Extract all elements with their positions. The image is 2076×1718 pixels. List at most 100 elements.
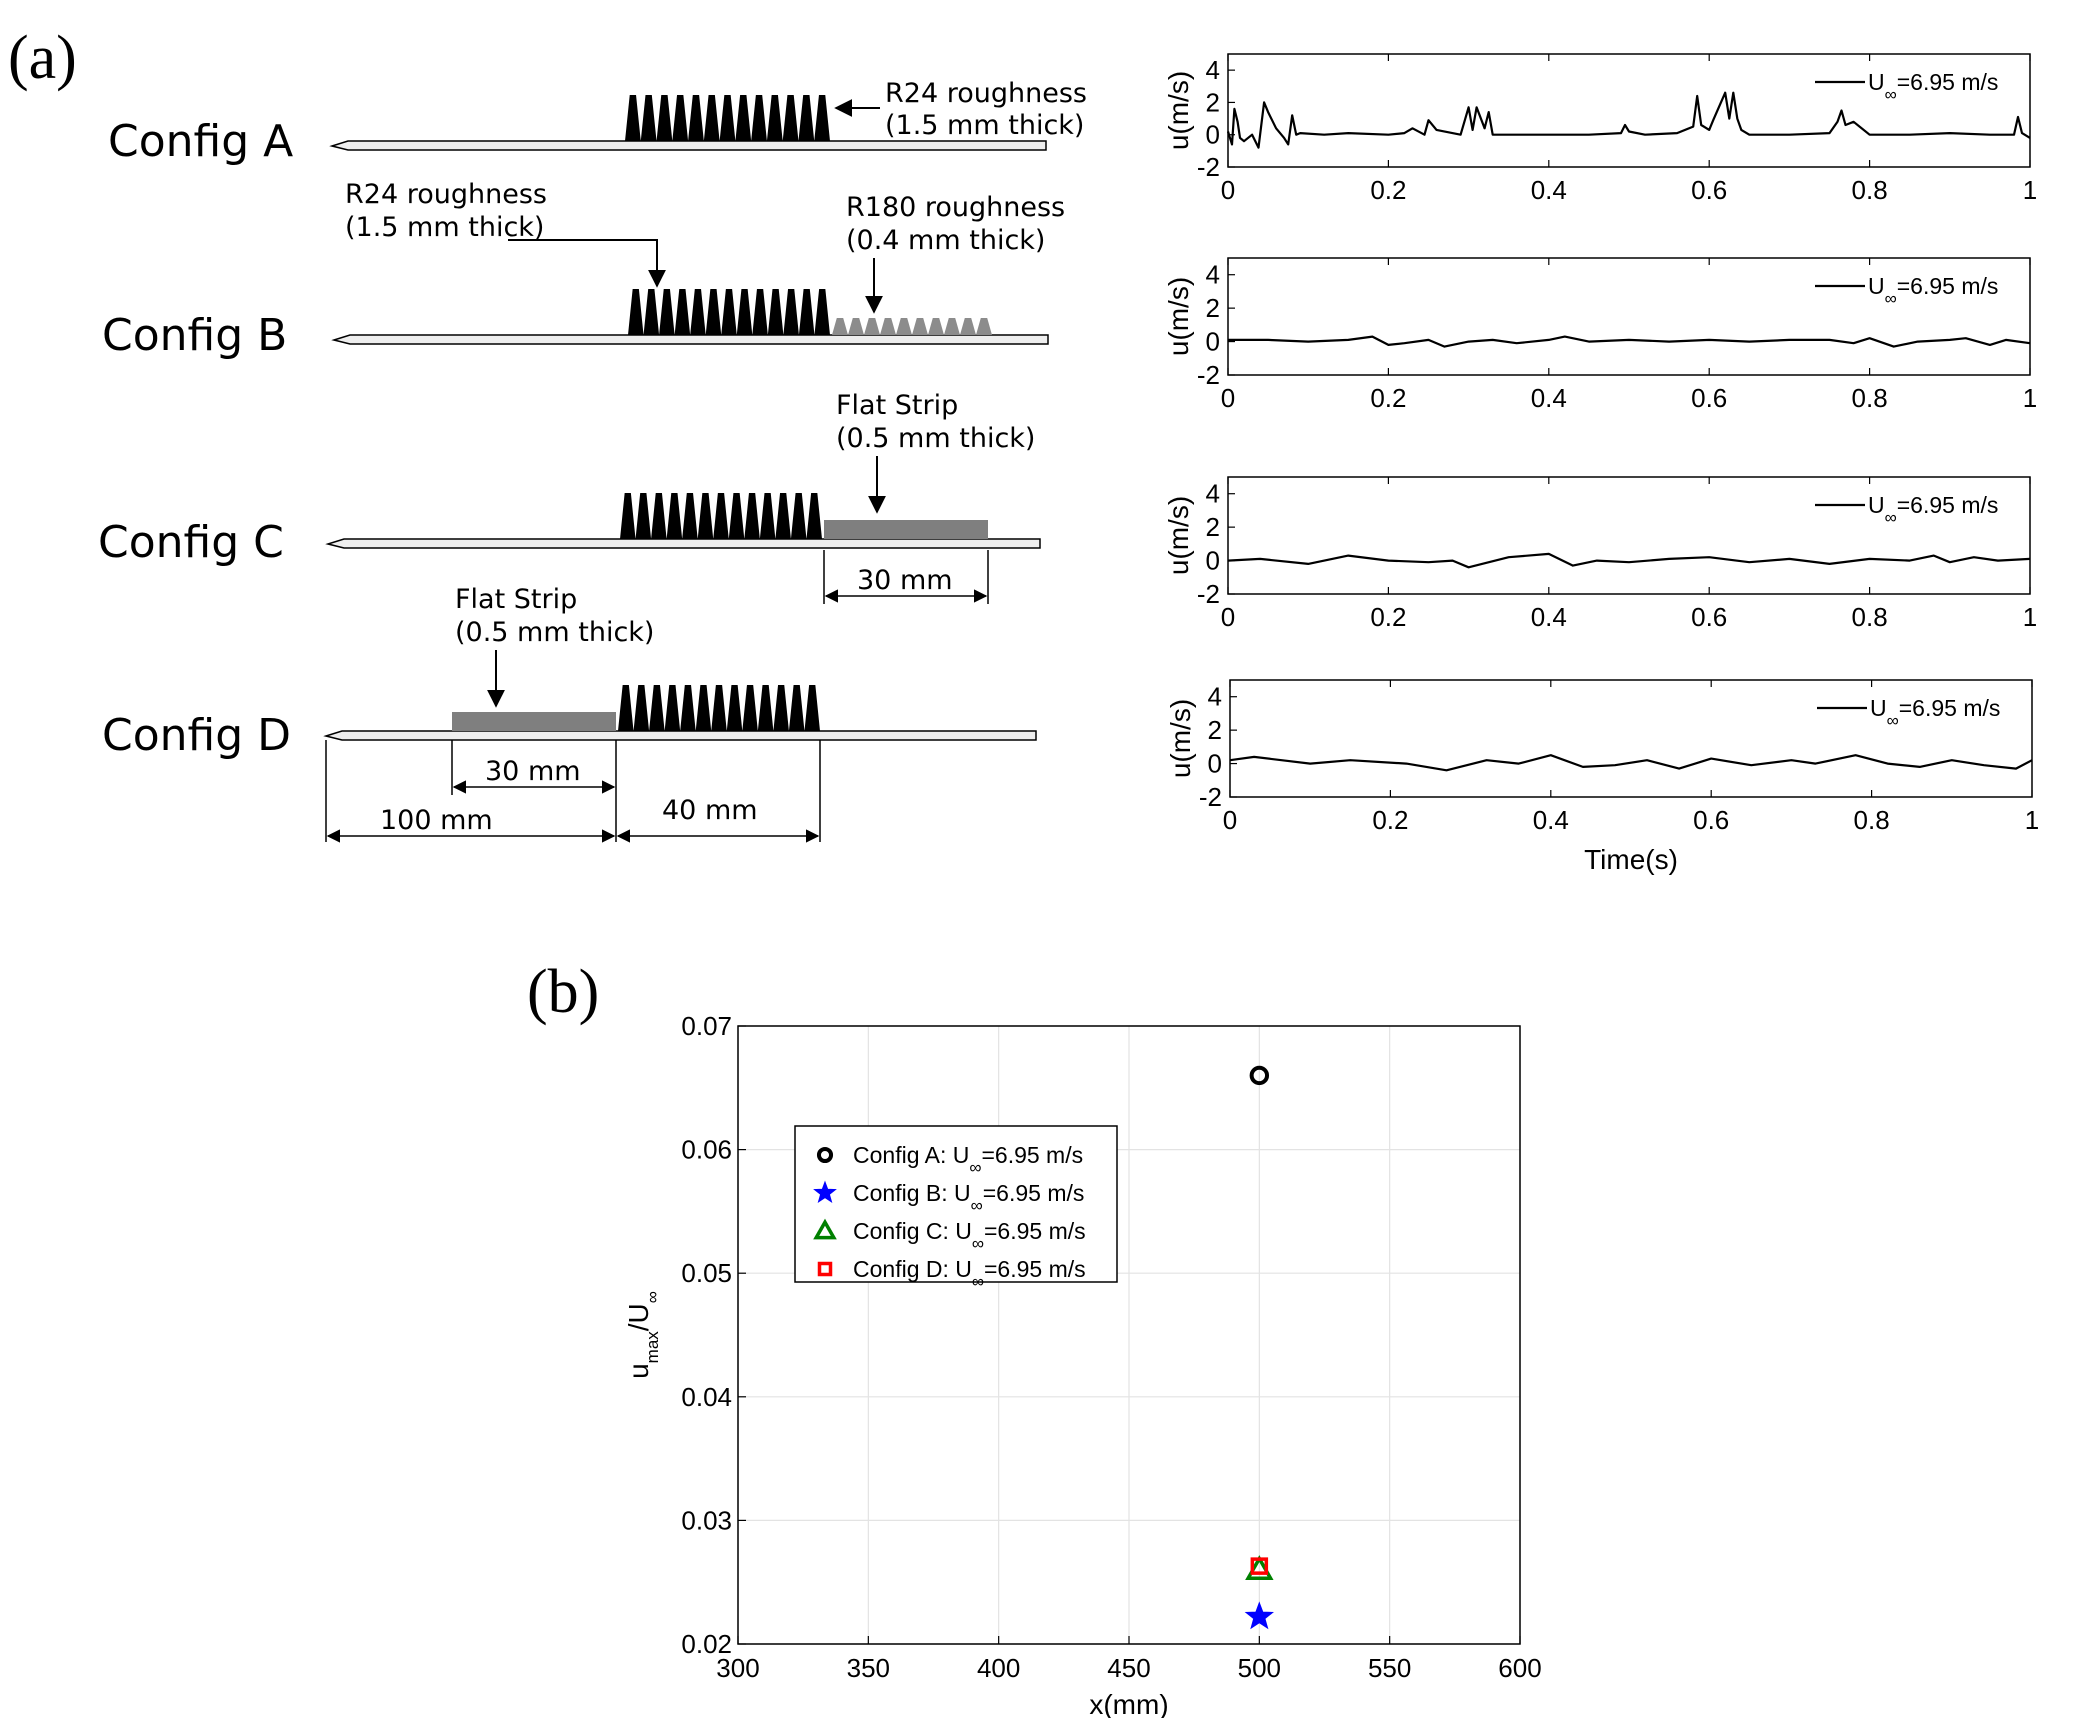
- config-b-annotation1-line1: R24 roughness: [345, 179, 547, 210]
- y-tick-label: 4: [1206, 55, 1220, 85]
- y-tick-label: -2: [1197, 579, 1220, 609]
- roughness-teeth: [620, 493, 822, 539]
- x-tick-label: 0.4: [1531, 602, 1567, 632]
- series-line: [1227, 552, 2031, 569]
- config-c-annotation-line1: Flat Strip: [836, 390, 958, 421]
- series-line: [1226, 91, 2031, 149]
- legend-label: U∞=6.95 m/s: [1868, 492, 1998, 527]
- x-tick-label: 0.2: [1370, 602, 1406, 632]
- config-b-arrow1: [508, 239, 666, 288]
- roughness-teeth: [618, 685, 820, 731]
- panel-b-label: (b): [527, 958, 599, 1026]
- y-axis-label: u(m/s): [1163, 71, 1194, 150]
- x-tick-label: 0.8: [1852, 383, 1888, 413]
- config-d-r24-roughness: [618, 685, 820, 731]
- config-d-annotation-line1: Flat Strip: [455, 584, 577, 615]
- config-c-label: Config C: [98, 517, 284, 568]
- config-b-annotation2-line2: (0.4 mm thick): [846, 225, 1045, 256]
- legend-entry: Config C: U∞=6.95 m/s: [853, 1218, 1086, 1253]
- y-tick-label: 4: [1208, 682, 1222, 712]
- x-tick-label: 0.4: [1531, 383, 1567, 413]
- y-tick-label: 2: [1208, 715, 1222, 745]
- x-tick-label: 0.2: [1370, 383, 1406, 413]
- legend-marker: [816, 1146, 834, 1164]
- y-tick-label: -2: [1197, 152, 1220, 182]
- y-tick-label: 0.07: [681, 1011, 732, 1041]
- y-axis-label: u(m/s): [1163, 496, 1194, 575]
- config-b-r24-roughness: [628, 289, 830, 335]
- legend-entry: Config B: U∞=6.95 m/s: [853, 1180, 1084, 1215]
- y-tick-label: -2: [1199, 782, 1222, 812]
- x-tick-label: 0.4: [1533, 805, 1569, 835]
- y-tick-label: 0: [1206, 546, 1220, 576]
- config-d-dim-lead-label: 100 mm: [380, 805, 493, 836]
- y-tick-label: 0: [1208, 749, 1222, 779]
- legend-marker: [817, 1261, 833, 1277]
- config-b-label: Config B: [102, 310, 287, 361]
- legend-marker: [813, 1180, 837, 1204]
- x-tick-label: 400: [977, 1653, 1020, 1683]
- config-b-plate: [331, 334, 1049, 345]
- x-tick-label: 500: [1238, 1653, 1281, 1683]
- series-line: [1228, 335, 2031, 348]
- series-line: [1229, 754, 2033, 772]
- y-tick-label: 2: [1206, 512, 1220, 542]
- x-tick-label: 1: [2023, 602, 2037, 632]
- config-a-label: Config A: [108, 116, 293, 167]
- config-a-annotation-line1: R24 roughness: [885, 78, 1087, 109]
- config-c-dim-label: 30 mm: [857, 565, 953, 596]
- schematic-config-c: Config C Flat Strip (0.5 mm thick) 30 mm: [98, 390, 1041, 604]
- timeseries-config-d: 0 0.2 0.4 0.6 0.8 1 -20 24 u(m/s) Time(s) U∞=6.95 …: [1165, 679, 2039, 875]
- config-d-label: Config D: [102, 710, 291, 761]
- y-tick-label: 0.04: [681, 1382, 732, 1412]
- x-tick-label: 0: [1221, 383, 1235, 413]
- x-tick-label: 0: [1223, 805, 1237, 835]
- x-tick-label: 600: [1498, 1653, 1541, 1683]
- y-tick-label: 2: [1206, 87, 1220, 117]
- y-tick-label: 0.06: [681, 1135, 732, 1165]
- y-tick-label: 4: [1206, 260, 1220, 290]
- config-d-plate: [323, 730, 1037, 741]
- y-axis-label: u(m/s): [1165, 699, 1196, 778]
- x-tick-label: 0.8: [1852, 175, 1888, 205]
- x-tick-label: 1: [2023, 175, 2037, 205]
- config-a-annotation-line2: (1.5 mm thick): [885, 110, 1084, 141]
- roughness-teeth: [832, 318, 992, 335]
- config-d-dim-rough-label: 40 mm: [662, 795, 758, 826]
- x-axis-label: Time(s): [1584, 844, 1678, 875]
- y-axis-label: umax/U∞: [623, 1291, 662, 1379]
- schematic-config-b: Config B R24 roughness (1.5 mm thick) R1…: [102, 179, 1065, 361]
- x-tick-label: 0.6: [1691, 383, 1727, 413]
- config-c-r24-roughness: [620, 493, 822, 539]
- x-tick-label: 0: [1221, 602, 1235, 632]
- legend-label: U∞=6.95 m/s: [1870, 695, 2000, 730]
- config-d-flat-strip: [452, 712, 616, 731]
- x-tick-label: 0.8: [1852, 602, 1888, 632]
- x-tick-label: 0.2: [1372, 805, 1408, 835]
- schematic-config-d: Config D Flat Strip (0.5 mm thick) 30 mm…: [102, 584, 1037, 843]
- x-tick-label: 0.6: [1691, 602, 1727, 632]
- marker-config-d: [1250, 1557, 1269, 1575]
- x-tick-label: 0.2: [1370, 175, 1406, 205]
- legend-box: [794, 1125, 1118, 1283]
- legend-label: U∞=6.95 m/s: [1868, 69, 1998, 104]
- y-tick-label: 0.03: [681, 1505, 732, 1535]
- y-tick-label: 2: [1206, 293, 1220, 323]
- x-tick-label: 300: [716, 1653, 759, 1683]
- x-tick-label: 350: [847, 1653, 890, 1683]
- x-tick-label: 0.6: [1693, 805, 1729, 835]
- y-tick-label: 0: [1206, 327, 1220, 357]
- marker-config-a: [1249, 1065, 1270, 1086]
- y-tick-label: 0.05: [681, 1258, 732, 1288]
- y-axis-label: u(m/s): [1163, 277, 1194, 356]
- config-b-r180-roughness: [832, 318, 992, 335]
- x-tick-label: 450: [1107, 1653, 1150, 1683]
- x-tick-label: 0.8: [1854, 805, 1890, 835]
- timeseries-config-b: 0 0.2 0.4 0.6 0.8 1 -20 24 u(m/s) U∞=6.95 m/s: [1163, 257, 2037, 413]
- legend-entry: Config D: U∞=6.95 m/s: [853, 1256, 1086, 1291]
- config-b-annotation1-line2: (1.5 mm thick): [345, 212, 544, 243]
- marker-config-b: [1244, 1601, 1274, 1630]
- plot-frame: [1227, 476, 2031, 595]
